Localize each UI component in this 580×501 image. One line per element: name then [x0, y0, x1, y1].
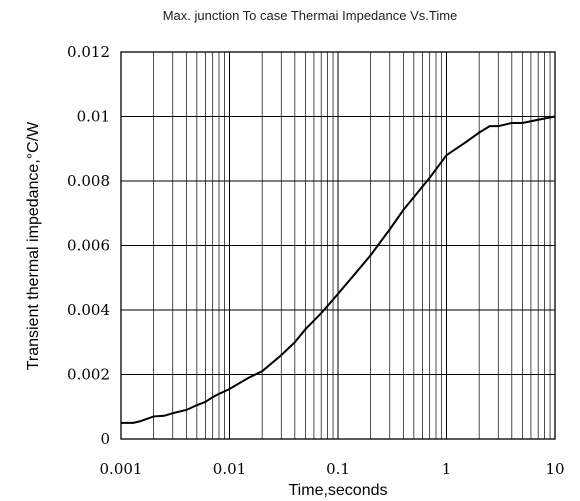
data-point: [497, 125, 499, 127]
x-tick-label: 10: [545, 460, 564, 478]
chart-title: Max. junction To case Thermai Impedance …: [163, 8, 458, 23]
data-point: [133, 422, 135, 424]
data-point: [229, 388, 231, 390]
data-point: [120, 422, 122, 424]
x-tick-label: 0.01: [213, 460, 246, 478]
data-point: [153, 416, 155, 418]
data-point: [537, 119, 539, 121]
x-axis-label: Time,seconds: [289, 482, 388, 499]
data-point: [186, 409, 188, 411]
plot-frame: [120, 51, 556, 440]
data-point: [389, 229, 391, 231]
y-tick-label: 0.006: [67, 237, 110, 255]
impedance-curve: [121, 115, 556, 424]
data-point: [554, 116, 556, 118]
x-tick-labels: 0.001 0.01 0.1 1 10: [100, 460, 565, 478]
grid: [120, 51, 556, 440]
data-point: [403, 209, 405, 211]
y-tick-label: 0.008: [67, 172, 110, 190]
data-point: [489, 125, 491, 127]
data-point: [465, 142, 467, 144]
data-point: [370, 254, 372, 256]
x-tick-label: 1: [442, 460, 452, 478]
y-tick-label: 0.01: [77, 108, 110, 126]
data-point: [139, 420, 141, 422]
data-point: [280, 354, 282, 356]
data-point: [356, 271, 358, 273]
data-point: [163, 415, 165, 417]
y-tick-label: 0.002: [67, 366, 110, 384]
data-point: [205, 401, 207, 403]
data-point: [212, 396, 214, 398]
data-point: [478, 132, 480, 134]
data-point: [218, 393, 220, 395]
data-point: [429, 177, 431, 179]
data-point: [196, 404, 198, 406]
data-point: [261, 370, 263, 372]
data-point: [337, 293, 339, 295]
data-point: [294, 341, 296, 343]
x-tick-label: 0.001: [100, 460, 143, 478]
y-axis-label: Transient thermal impedance,°C/W: [25, 121, 42, 370]
data-point: [413, 196, 415, 198]
y-tick-label: 0.012: [67, 43, 110, 61]
data-point: [248, 377, 250, 379]
y-tick-labels: 0 0.002 0.004 0.006 0.008 0.01 0.012: [67, 43, 110, 448]
data-point: [172, 412, 174, 414]
y-tick-label: 0.004: [67, 301, 110, 319]
data-point: [522, 122, 524, 124]
x-tick-label: 0.1: [326, 460, 350, 478]
y-tick-label: 0: [100, 430, 110, 448]
data-point: [446, 154, 448, 156]
data-point: [320, 312, 322, 314]
data-point: [305, 329, 307, 331]
data-point: [511, 122, 513, 124]
